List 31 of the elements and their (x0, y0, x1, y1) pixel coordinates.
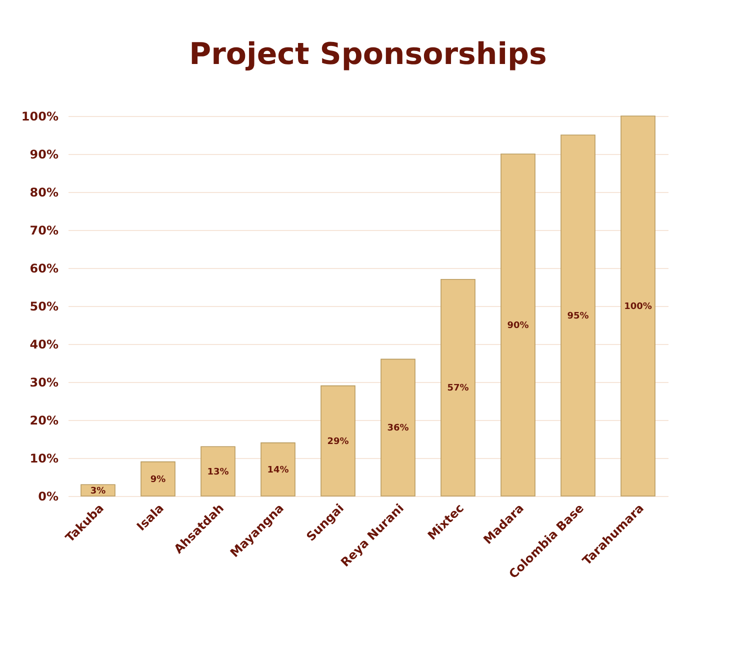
data-label: 14% (267, 465, 289, 476)
bar (320, 385, 356, 496)
y-tick-label: 20% (30, 414, 58, 428)
y-tick-label: 60% (30, 262, 58, 276)
bar (200, 446, 236, 496)
data-label: 29% (327, 436, 349, 447)
data-label: 13% (207, 467, 229, 478)
chart-title: Project Sponsorships (189, 37, 547, 72)
data-label: 90% (507, 321, 529, 331)
data-label: 36% (387, 424, 409, 434)
bar (140, 461, 176, 496)
data-label: 95% (567, 312, 589, 322)
bar (620, 116, 656, 496)
y-tick-label: 70% (30, 224, 58, 238)
data-label: 57% (447, 384, 469, 394)
bar (440, 279, 476, 496)
bar (500, 154, 536, 496)
bar (380, 358, 416, 496)
y-tick-label: 30% (30, 376, 58, 390)
data-label: 100% (624, 302, 652, 312)
bar (560, 134, 596, 496)
bar (260, 442, 296, 496)
y-tick-label: 10% (30, 452, 58, 466)
y-tick-label: 40% (30, 338, 58, 352)
y-tick-label: 100% (21, 110, 58, 124)
y-tick-label: 50% (30, 300, 58, 314)
y-tick-label: 90% (30, 148, 58, 162)
y-tick-label: 80% (30, 186, 58, 200)
data-label: 9% (150, 474, 166, 485)
data-label: 3% (90, 486, 106, 496)
y-tick-label: 0% (38, 490, 58, 504)
